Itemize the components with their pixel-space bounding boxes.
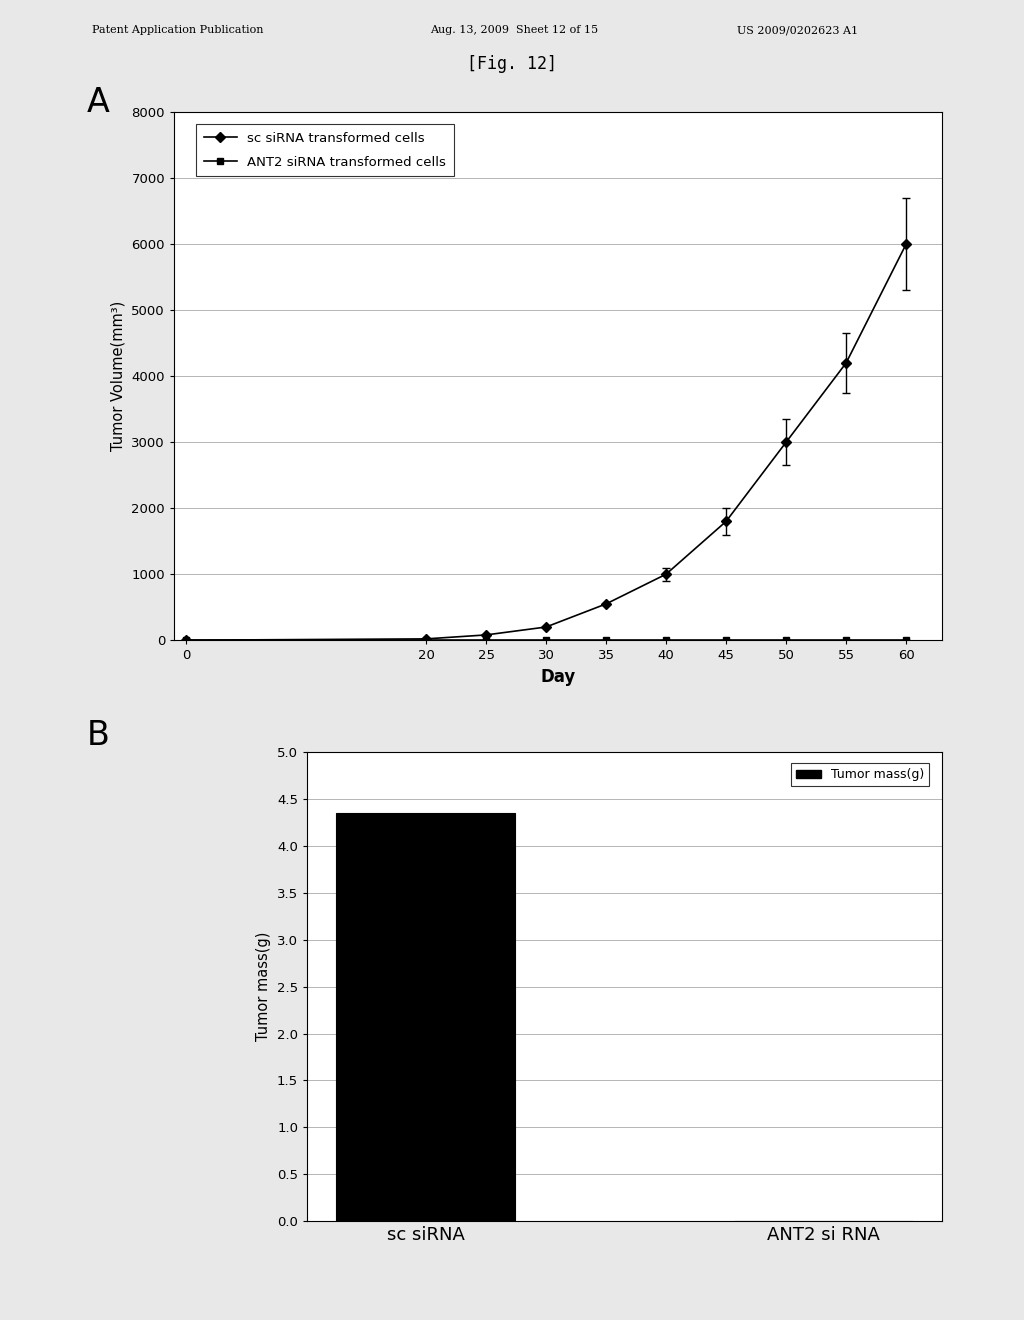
Bar <box>336 813 515 1221</box>
Y-axis label: Tumor mass(g): Tumor mass(g) <box>256 932 271 1041</box>
Text: B: B <box>87 719 110 752</box>
Text: Aug. 13, 2009  Sheet 12 of 15: Aug. 13, 2009 Sheet 12 of 15 <box>430 25 598 36</box>
Text: Patent Application Publication: Patent Application Publication <box>92 25 263 36</box>
Text: [Fig. 12]: [Fig. 12] <box>467 55 557 74</box>
Text: A: A <box>87 86 110 119</box>
Legend: Tumor mass(g): Tumor mass(g) <box>792 763 930 787</box>
Text: US 2009/0202623 A1: US 2009/0202623 A1 <box>737 25 858 36</box>
Legend: sc siRNA transformed cells, ANT2 siRNA transformed cells: sc siRNA transformed cells, ANT2 siRNA t… <box>196 124 455 177</box>
X-axis label: Day: Day <box>541 668 575 686</box>
Y-axis label: Tumor Volume(mm³): Tumor Volume(mm³) <box>111 301 126 451</box>
